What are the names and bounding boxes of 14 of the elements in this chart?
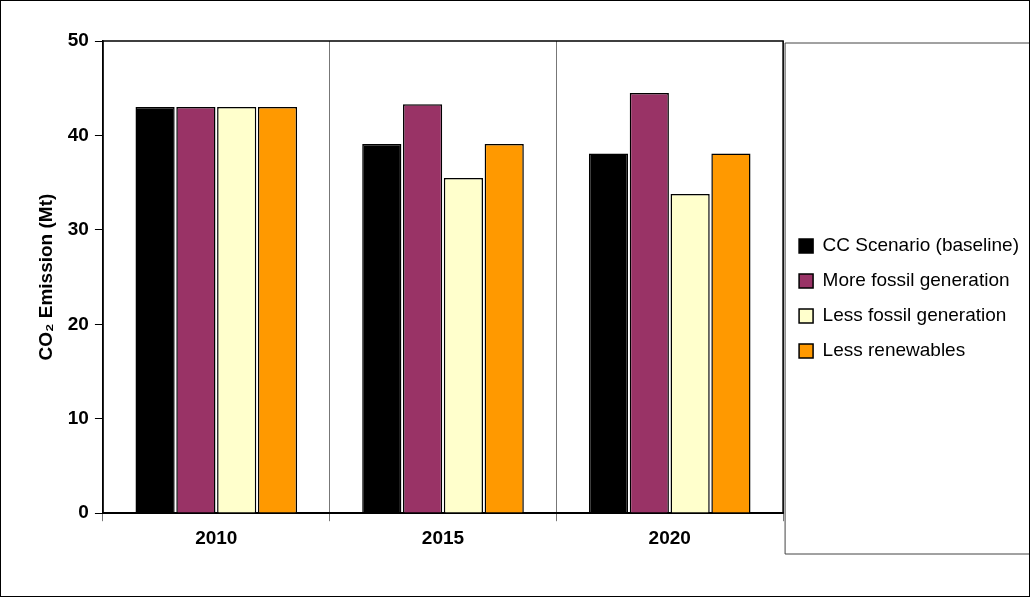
legend-label: Less fossil generation bbox=[822, 304, 1007, 326]
legend-label: More fossil generation bbox=[822, 269, 1010, 291]
y-tick-label: 20 bbox=[67, 312, 89, 334]
x-tick-label: 2020 bbox=[648, 526, 691, 548]
legend-label: Less renewables bbox=[822, 339, 966, 361]
y-tick-label: 0 bbox=[78, 501, 89, 523]
y-tick-label: 40 bbox=[67, 123, 89, 145]
y-tick-label: 10 bbox=[67, 406, 89, 428]
y-tick-label: 30 bbox=[67, 218, 89, 240]
legend-label: CC Scenario (baseline) bbox=[822, 234, 1019, 256]
y-axis-title: CO₂ Emission (Mt) bbox=[34, 193, 56, 361]
x-tick-label: 2010 bbox=[195, 526, 238, 548]
x-tick-label: 2015 bbox=[421, 526, 465, 548]
y-tick-label: 50 bbox=[67, 29, 89, 51]
